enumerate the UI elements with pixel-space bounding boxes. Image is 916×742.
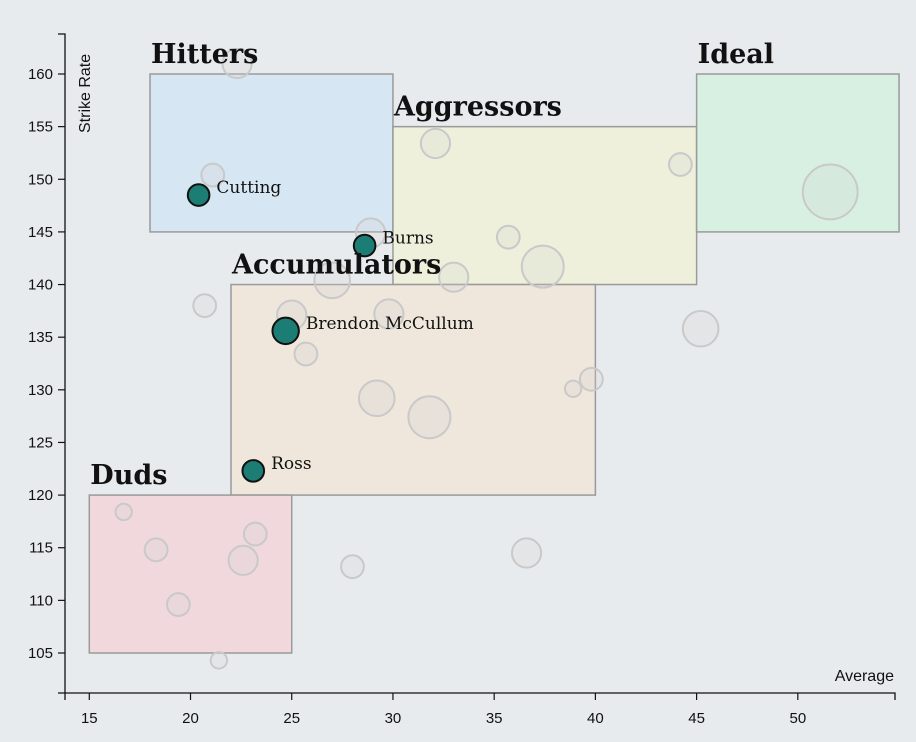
point-label-cutting: Cutting [216, 178, 281, 198]
data-point[interactable] [165, 592, 191, 617]
x-tick-label: 20 [182, 710, 199, 727]
data-point[interactable] [510, 537, 543, 569]
data-point[interactable] [801, 163, 859, 221]
zone-labels-layer: Hitters Aggressors Ideal Accumulators Duds [90, 39, 774, 491]
y-tick-label: 145 [28, 224, 53, 241]
data-point[interactable] [293, 341, 319, 367]
data-point[interactable] [419, 127, 452, 160]
zones-layer [88, 73, 900, 654]
axes-layer: 15 20 25 30 35 40 45 50 105 110 115 120 125 130 135 140… [28, 33, 896, 727]
y-tick-label: 135 [28, 329, 53, 346]
data-point[interactable] [668, 152, 693, 177]
zone-label-duds: Duds [90, 460, 167, 491]
data-point[interactable] [681, 309, 720, 348]
data-point[interactable] [143, 537, 169, 563]
y-tick-label: 140 [28, 277, 53, 294]
zone-label-accumulators: Accumulators [231, 250, 441, 281]
y-tick-label: 120 [28, 487, 53, 504]
data-point[interactable] [227, 544, 259, 576]
zone-ideal [695, 73, 900, 233]
y-tick-label: 105 [28, 645, 53, 662]
x-tick-label: 30 [385, 710, 402, 727]
zone-hitters [149, 73, 394, 233]
highlighted-point-burns[interactable] [352, 233, 377, 258]
data-point[interactable] [373, 298, 405, 330]
zone-label-ideal: Ideal [698, 39, 774, 70]
data-point[interactable] [340, 554, 365, 580]
data-point[interactable] [438, 261, 470, 293]
data-point[interactable] [357, 379, 396, 418]
y-tick-label: 155 [28, 119, 53, 136]
data-point[interactable] [407, 395, 452, 440]
data-point[interactable] [200, 162, 226, 188]
y-tick-label: 160 [28, 66, 53, 83]
x-tick-label: 25 [283, 710, 300, 727]
x-axis-title: Average [835, 668, 894, 685]
data-point[interactable] [209, 651, 229, 670]
highlighted-point-brendon-mccullum[interactable] [271, 316, 300, 346]
y-tick-label: 110 [29, 592, 53, 609]
x-axis-line [64, 692, 896, 700]
zone-label-hitters: Hitters [151, 39, 258, 70]
data-point[interactable] [242, 521, 268, 547]
y-tick-label: 130 [28, 382, 53, 399]
highlighted-points-layer: Cutting Burns Brendon McCullum Ross [186, 178, 474, 483]
data-point[interactable] [221, 47, 253, 80]
zone-aggressors [392, 125, 698, 286]
x-tick-label: 35 [486, 710, 503, 727]
zone-duds [88, 494, 293, 654]
background-points-layer [114, 47, 859, 670]
zone-label-aggressors: Aggressors [393, 92, 562, 123]
x-tick-label: 15 [81, 710, 98, 727]
y-axis-line [58, 33, 66, 694]
y-tick-label: 115 [29, 540, 53, 557]
data-point[interactable] [313, 261, 352, 300]
y-tick-label: 150 [28, 171, 53, 188]
y-tick-label: 125 [28, 434, 53, 451]
x-tick-label: 45 [688, 710, 705, 727]
highlighted-point-ross[interactable] [241, 459, 266, 483]
data-point[interactable] [495, 224, 521, 250]
data-point[interactable] [578, 366, 604, 392]
data-point[interactable] [563, 379, 583, 398]
point-label-burns: Burns [382, 229, 433, 249]
highlighted-point-cutting[interactable] [186, 183, 211, 207]
data-point[interactable] [114, 502, 133, 522]
data-point[interactable] [192, 293, 218, 319]
data-point[interactable] [520, 244, 565, 289]
x-tick-label: 40 [587, 710, 604, 727]
x-tick-label: 50 [789, 710, 806, 727]
point-label-brendon-mccullum: Brendon McCullum [306, 314, 474, 334]
point-label-ross: Ross [271, 454, 311, 474]
y-axis-title: Strike Rate [77, 54, 94, 133]
